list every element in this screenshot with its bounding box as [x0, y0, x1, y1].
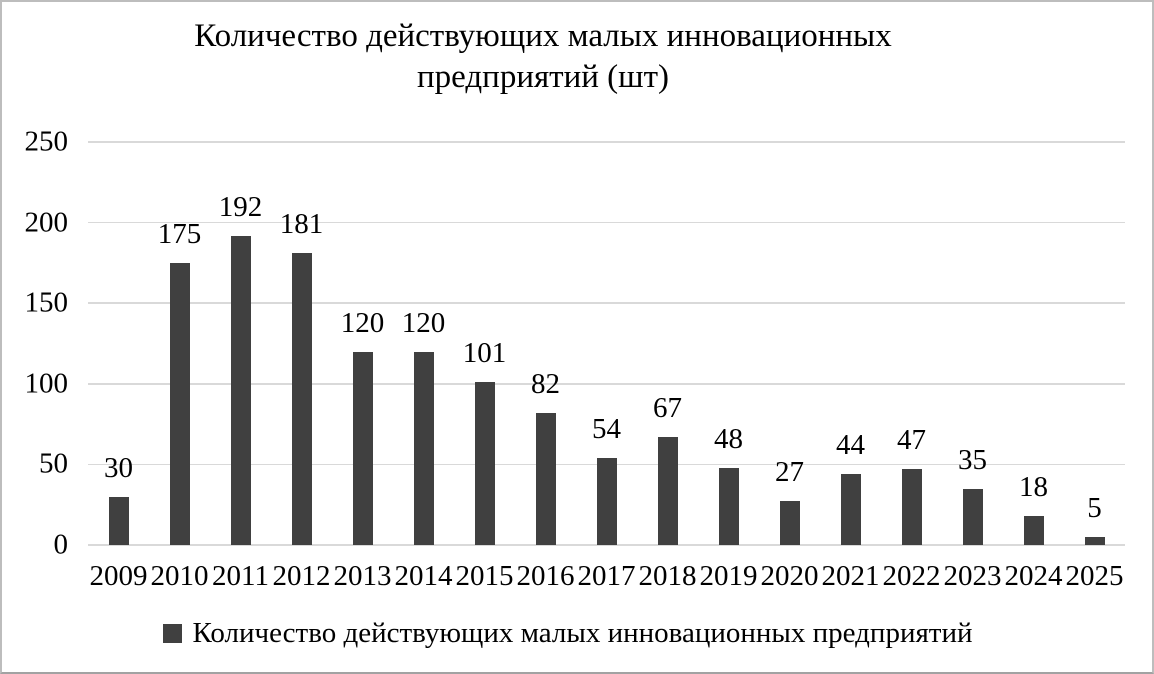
bar [840, 474, 861, 545]
gridline [88, 221, 1125, 224]
bar-value-label: 5 [1087, 491, 1102, 524]
x-axis-tick-label: 2017 [577, 560, 636, 592]
bar [535, 412, 556, 545]
bar [474, 382, 495, 545]
x-axis-tick-label: 2014 [394, 560, 453, 592]
x-axis-tick-label: 2020 [760, 560, 819, 592]
bar-value-label: 27 [775, 456, 804, 489]
x-axis-tick-label: 2024 [1004, 560, 1063, 592]
gridline [88, 544, 1125, 546]
x-axis-tick-label: 2018 [638, 560, 697, 592]
chart-title-line-1: Количество действующих малых инновационн… [194, 18, 892, 54]
x-axis-tick-label: 2013 [333, 560, 392, 592]
plot-area: 30 175 192 181 120 120 101 82 54 67 48 27 44 47 35 18 5 [88, 141, 1125, 546]
bar [779, 501, 800, 545]
legend-label: Количество действующих малых инновационн… [192, 616, 973, 649]
y-axis-tick-label: 0 [53, 528, 69, 561]
y-axis-tick-label: 50 [39, 447, 68, 480]
bar-value-label: 192 [218, 190, 263, 223]
bar-value-label: 82 [531, 367, 560, 400]
bar [108, 496, 129, 545]
x-axis-tick-label: 2022 [882, 560, 941, 592]
gridline [88, 302, 1125, 304]
x-axis-tick-label: 2025 [1065, 560, 1124, 592]
bar [718, 467, 739, 545]
bar-value-label: 67 [653, 392, 682, 424]
bar-value-label: 30 [104, 451, 133, 484]
chart-title-line-2: предприятий (шт) [417, 59, 669, 95]
bar-value-label: 120 [340, 306, 385, 339]
gridline [88, 383, 1125, 385]
bar [596, 457, 617, 545]
bar [962, 488, 983, 545]
x-axis-tick-label: 2009 [89, 560, 148, 592]
bar [901, 469, 922, 545]
bar [657, 437, 678, 545]
bar-value-label: 175 [157, 217, 202, 250]
chart-title: Количество действующих малых инновационн… [2, 16, 1152, 98]
bar [291, 253, 312, 545]
bar-value-label: 48 [714, 422, 743, 455]
y-axis-tick-label: 200 [24, 206, 69, 239]
x-axis-tick-label: 2010 [150, 560, 209, 592]
bar-value-label: 120 [401, 306, 446, 339]
y-axis-tick-label: 150 [24, 286, 69, 319]
y-axis-tick-label: 100 [24, 367, 69, 400]
x-axis-tick-label: 2019 [699, 560, 758, 592]
x-axis-tick-label: 2012 [272, 560, 331, 592]
bar [1084, 536, 1105, 545]
bar [413, 351, 434, 545]
x-axis-tick-label: 2023 [943, 560, 1002, 592]
x-axis-tick-label: 2011 [212, 560, 269, 592]
bar-value-label: 54 [592, 412, 621, 445]
bar [230, 235, 251, 545]
bar [1023, 515, 1044, 545]
bar-value-label: 44 [836, 429, 865, 462]
x-axis-tick-label: 2021 [821, 560, 880, 592]
x-axis-tick-label: 2015 [455, 560, 514, 592]
x-axis-tick-label: 2016 [516, 560, 575, 592]
bar-value-label: 181 [279, 208, 324, 241]
bar-value-label: 47 [897, 424, 926, 457]
legend: Количество действующих малых инновационн… [2, 613, 1152, 653]
bar-value-label: 35 [958, 443, 987, 476]
legend-swatch-icon [163, 623, 183, 643]
bar-value-label: 101 [462, 337, 507, 370]
bar [169, 262, 190, 545]
y-axis-tick-label: 250 [24, 125, 69, 158]
bar [352, 351, 373, 545]
bar-value-label: 18 [1019, 470, 1048, 503]
gridline [88, 141, 1125, 143]
